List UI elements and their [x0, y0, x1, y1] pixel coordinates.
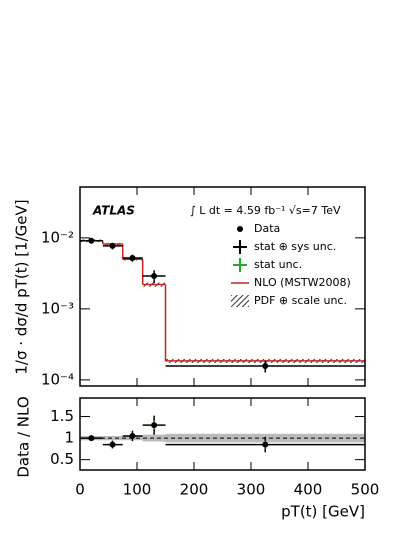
data-point [129, 255, 136, 262]
legend-label: Data [254, 222, 280, 235]
x-tick-label: 500 [351, 481, 380, 499]
data-point [88, 237, 95, 244]
legend-swatch [231, 295, 249, 307]
y-axis-label: 1/σ · dσ/d pT(t) [1/GeV] [13, 199, 31, 374]
data-point [88, 435, 95, 442]
data-point [151, 273, 158, 280]
data-point [151, 422, 158, 429]
data-point [262, 362, 269, 369]
ratio-y-axis-label: Data / NLO [15, 396, 33, 477]
y-tick-label: 10⁻² [41, 228, 74, 246]
legend-label: stat ⊕ sys unc. [254, 240, 336, 253]
data-point [262, 441, 269, 448]
legend-label: stat unc. [254, 258, 302, 271]
data-point [129, 432, 136, 439]
y-tick-label: 10⁻⁴ [41, 370, 74, 388]
x-tick-label: 400 [294, 481, 323, 499]
x-axis-label: pT(t) [GeV] [281, 503, 365, 521]
x-tick-label: 0 [75, 481, 85, 499]
legend-swatch [237, 226, 243, 232]
y-tick-label: 1.5 [50, 407, 74, 425]
nlo-ratio-band [142, 434, 166, 442]
y-tick-label: 10⁻³ [41, 299, 74, 317]
luminosity-label: ∫ L dt = 4.59 fb⁻¹ √s=7 TeV [190, 204, 341, 217]
plot-frame [79, 397, 366, 471]
nlo-ratio-band [102, 435, 123, 441]
data-point [109, 242, 116, 249]
legend-label: NLO (MSTW2008) [254, 276, 351, 289]
y-tick-label: 0.5 [50, 450, 74, 468]
experiment-label: ATLAS [92, 204, 135, 218]
x-tick-label: 300 [237, 481, 266, 499]
data-point [109, 441, 116, 448]
x-tick-label: 100 [123, 481, 152, 499]
y-tick-label: 1 [64, 429, 74, 447]
plot-frame [79, 186, 366, 387]
x-tick-label: 200 [180, 481, 209, 499]
legend-label: PDF ⊕ scale unc. [254, 294, 347, 307]
